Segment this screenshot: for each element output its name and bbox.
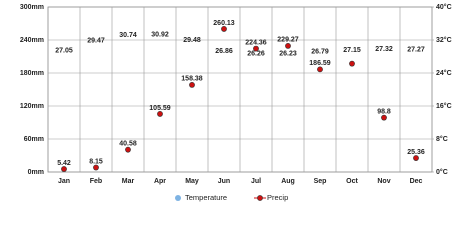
y2-tick-label: 40°C: [436, 3, 452, 11]
temperature-label: 30.74: [119, 32, 137, 39]
chart: 0mm 60mm 120mm 180mm 240mm 300mm 0°C 8°C 16°C 24°…: [20, 3, 452, 202]
legend: Temperature Precip: [175, 193, 288, 202]
x-tick-label: Oct: [346, 178, 358, 185]
precip-label: 229.27: [277, 37, 299, 44]
y2-tick-label: 8°C: [436, 135, 448, 143]
y2-tick-label: 24°C: [436, 69, 452, 77]
precip-label: 186.59: [309, 60, 331, 67]
x-tick-label: Jun: [218, 178, 230, 185]
temperature-label: 27.05: [55, 47, 73, 54]
x-tick-label: Apr: [154, 178, 166, 185]
page: {"chart_data": {"type": "climate", "cate…: [19, 2, 452, 202]
legend-label: Precip: [267, 193, 288, 202]
temperature-label: 26.26: [247, 51, 265, 58]
x-tick-label: Aug: [281, 178, 295, 185]
precip-point: [157, 111, 163, 117]
precip-label: 98.8: [377, 109, 391, 116]
precip-label: 40.58: [119, 141, 137, 148]
precip-label: 260.13: [213, 20, 235, 27]
precip-point: [125, 146, 131, 153]
temperature-label: 29.48: [183, 37, 201, 44]
precip-point: [189, 81, 195, 88]
x-tick-label: Mar: [122, 178, 135, 185]
temperature-label: 27.32: [375, 46, 393, 53]
precip-point: [381, 114, 387, 121]
temperature-label: 26.23: [279, 51, 297, 58]
precip-point: [349, 60, 355, 67]
temperature-label: 29.47: [87, 37, 105, 44]
x-tick-label: Nov: [377, 178, 390, 185]
legend-swatch: [175, 195, 181, 201]
y-tick-label: 0mm: [28, 169, 44, 176]
precip-label: 105.59: [149, 105, 171, 112]
legend-swatch: [257, 195, 263, 201]
temperature-label: 26.79: [311, 48, 329, 55]
x-tick-label: Feb: [90, 178, 102, 185]
precip-label: 224.36: [245, 39, 267, 46]
precip-label: 158.38: [181, 76, 203, 83]
precip-point: [285, 43, 291, 49]
y-tick-label: 240mm: [20, 37, 44, 44]
x-tick-label: May: [185, 178, 199, 185]
temperature-label: 30.92: [151, 31, 169, 38]
y2-tick-label: 32°C: [436, 36, 452, 44]
precip-point: [317, 66, 323, 73]
y-tick-label: 60mm: [24, 136, 44, 143]
precip-point: [253, 45, 259, 52]
precip-point: [93, 164, 99, 171]
y2-tick-label: 16°C: [436, 102, 452, 110]
x-tick-label: Sep: [314, 178, 327, 185]
y-tick-label: 300mm: [20, 4, 44, 11]
legend-label: Temperature: [185, 193, 227, 202]
precip-label: 25.36: [407, 149, 425, 156]
precip-point: [61, 166, 67, 172]
temperature-label: 27.15: [343, 47, 361, 54]
y2-tick-label: 0°C: [436, 168, 448, 176]
x-tick-label: Jul: [251, 178, 261, 185]
temperature-label: 26.86: [215, 48, 233, 55]
precip-label: 8.15: [89, 158, 103, 165]
x-tick-label: Jan: [58, 178, 70, 185]
x-tick-label: Dec: [410, 178, 423, 185]
precip-point: [413, 155, 419, 161]
y-tick-label: 180mm: [20, 70, 44, 77]
temperature-label: 27.27: [407, 46, 425, 53]
y-tick-label: 120mm: [20, 103, 44, 110]
precip-label: 5.42: [57, 160, 71, 167]
precip-point: [221, 26, 227, 32]
